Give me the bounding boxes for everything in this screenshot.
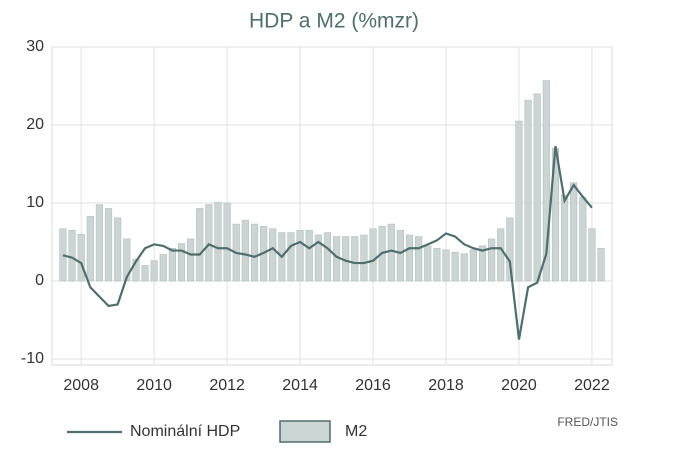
x-tick-label: 2018 bbox=[428, 377, 464, 394]
bar bbox=[533, 93, 541, 282]
bar bbox=[515, 120, 523, 282]
bar bbox=[250, 223, 259, 282]
bar bbox=[214, 201, 222, 282]
bar bbox=[305, 230, 313, 282]
x-tick-label: 2020 bbox=[501, 377, 537, 394]
bar bbox=[478, 245, 487, 282]
bar bbox=[369, 228, 377, 282]
x-tick-label: 2012 bbox=[209, 377, 245, 394]
bar bbox=[424, 245, 432, 282]
bar bbox=[123, 238, 131, 282]
bar bbox=[524, 99, 532, 282]
bar bbox=[497, 228, 505, 282]
bar bbox=[387, 223, 395, 282]
y-tick-label: 0 bbox=[35, 272, 44, 289]
x-tick-label: 2014 bbox=[282, 377, 318, 394]
bar bbox=[168, 247, 176, 282]
bar bbox=[150, 260, 158, 282]
bar bbox=[542, 80, 550, 282]
bar bbox=[579, 197, 587, 282]
bar bbox=[451, 251, 459, 282]
bar bbox=[351, 236, 359, 282]
bar bbox=[415, 236, 423, 282]
bar bbox=[396, 230, 404, 282]
bar bbox=[597, 247, 605, 282]
bar bbox=[159, 254, 167, 282]
x-tick-label: 2022 bbox=[574, 377, 610, 394]
x-tick-label: 2010 bbox=[136, 377, 172, 394]
bar bbox=[86, 215, 94, 282]
x-tick-label: 2016 bbox=[355, 377, 391, 394]
bar bbox=[59, 228, 67, 282]
chart-title: HDP a M2 (%mzr) bbox=[249, 10, 419, 33]
bar bbox=[177, 243, 186, 282]
bar bbox=[187, 238, 195, 282]
bar bbox=[314, 234, 322, 282]
bar bbox=[196, 208, 204, 282]
bar bbox=[433, 247, 441, 282]
bar bbox=[132, 258, 140, 282]
bar bbox=[506, 217, 514, 282]
line bbox=[62, 145, 593, 340]
bar bbox=[588, 228, 596, 282]
legend-label: M2 bbox=[345, 423, 367, 440]
bar bbox=[405, 234, 414, 282]
bar bbox=[205, 204, 213, 282]
bar bbox=[241, 219, 249, 282]
bar bbox=[442, 249, 450, 282]
legend-label: Nominální HDP bbox=[130, 423, 240, 440]
bar bbox=[223, 202, 231, 282]
y-tick-label: 10 bbox=[26, 194, 44, 211]
bar bbox=[269, 228, 277, 282]
legend-swatch bbox=[279, 420, 331, 443]
bar bbox=[77, 233, 85, 282]
y-tick-label: -10 bbox=[21, 350, 44, 367]
bar bbox=[95, 204, 104, 282]
bar bbox=[460, 253, 468, 282]
bar bbox=[570, 182, 578, 282]
bar bbox=[360, 234, 368, 282]
bar bbox=[104, 208, 113, 282]
bar bbox=[488, 238, 496, 282]
bar bbox=[141, 265, 149, 282]
source: FRED/JTIS bbox=[557, 415, 618, 429]
bar bbox=[469, 249, 477, 282]
bar bbox=[287, 232, 295, 282]
bar bbox=[68, 230, 76, 282]
bar bbox=[114, 217, 122, 282]
x-tick-label: 2008 bbox=[63, 377, 99, 394]
y-tick-label: 30 bbox=[26, 38, 44, 55]
bar bbox=[296, 230, 304, 282]
bar bbox=[560, 194, 569, 282]
bar bbox=[323, 232, 332, 282]
y-tick-label: 20 bbox=[26, 116, 44, 133]
